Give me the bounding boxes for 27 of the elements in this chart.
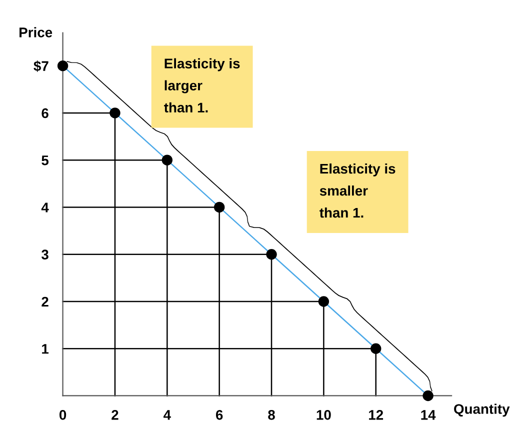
y-tick-label: 1 bbox=[42, 344, 49, 354]
x-tick-label: 8 bbox=[268, 410, 275, 420]
y-tick-label: $7 bbox=[34, 60, 48, 72]
x-tick-label: 2 bbox=[112, 410, 118, 420]
point bbox=[162, 154, 173, 166]
y-tick-label: 3 bbox=[42, 250, 48, 260]
y-tick-label: 4 bbox=[41, 202, 49, 212]
y-tick-label: 6 bbox=[42, 108, 48, 118]
point bbox=[266, 248, 277, 260]
point bbox=[422, 390, 434, 402]
x-tick-label: 14 bbox=[421, 410, 436, 420]
y-tick-label: 2 bbox=[42, 296, 48, 307]
point bbox=[318, 296, 330, 307]
point bbox=[110, 108, 120, 118]
point bbox=[57, 60, 68, 72]
point bbox=[214, 202, 225, 213]
x-axis-title: Quantity bbox=[454, 404, 510, 417]
x-tick-label: 12 bbox=[369, 410, 384, 420]
point bbox=[370, 343, 382, 354]
x-tick-label: 6 bbox=[216, 410, 223, 420]
y-axis-title: Price bbox=[20, 27, 52, 38]
annotation: Elasticity is larger than 1. bbox=[164, 58, 240, 113]
x-tick-label: 10 bbox=[316, 410, 331, 420]
y-tick-label: 5 bbox=[42, 156, 49, 166]
annotation: Elasticity is smaller than 1. bbox=[320, 163, 396, 218]
x-tick-label: 0 bbox=[59, 410, 66, 420]
x-tick-label: 4 bbox=[164, 410, 171, 420]
